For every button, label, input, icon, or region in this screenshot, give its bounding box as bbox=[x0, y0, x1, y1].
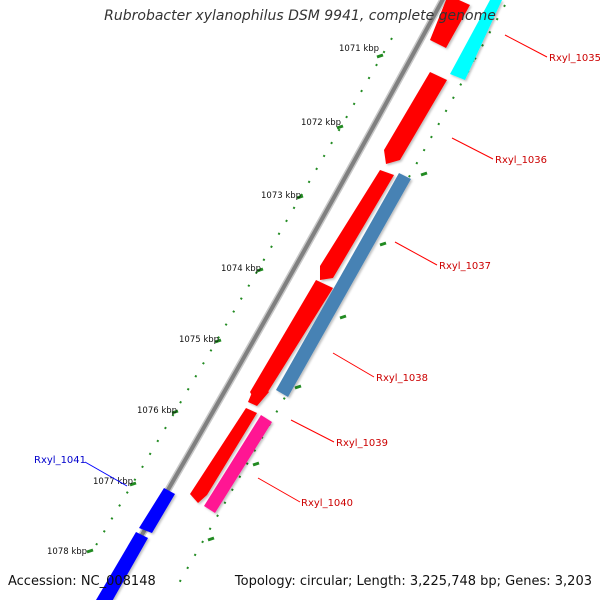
genome-summary: Topology: circular; Length: 3,225,748 bp… bbox=[234, 574, 592, 589]
genome-title: Rubrobacter xylanophilus DSM 9941, compl… bbox=[104, 8, 496, 24]
gene-label-rxyl-1035[interactable]: Rxyl_1035 bbox=[549, 53, 600, 64]
gene-label-rxyl-1040[interactable]: Rxyl_1040 bbox=[301, 498, 353, 509]
scale-label: 1075 kbp bbox=[179, 335, 219, 345]
gene-label-rxyl-1041[interactable]: Rxyl_1041 bbox=[34, 455, 86, 466]
gene-rxyl-1035[interactable] bbox=[430, 0, 470, 48]
accession-label: Accession: NC_008148 bbox=[8, 574, 156, 589]
gene-rxyl-1039b[interactable] bbox=[248, 383, 269, 406]
gene-label-rxyl-1039[interactable]: Rxyl_1039 bbox=[336, 438, 388, 449]
gene-label-rxyl-1037[interactable]: Rxyl_1037 bbox=[439, 261, 491, 272]
scale-label: 1072 kbp bbox=[301, 118, 341, 128]
gene-rxyl-1039[interactable] bbox=[250, 280, 333, 404]
gene-label-rxyl-1036[interactable]: Rxyl_1036 bbox=[495, 155, 547, 166]
gene-rxyl-1039c[interactable] bbox=[190, 408, 257, 503]
gene-rxyl-1041[interactable] bbox=[139, 488, 175, 533]
gene-rxyl-1041b[interactable] bbox=[96, 532, 148, 600]
scale-label: 1077 kbp bbox=[93, 477, 133, 487]
outer-tick-track bbox=[91, 37, 393, 553]
gene-rxyl-1038[interactable] bbox=[276, 173, 411, 397]
label-leaders bbox=[84, 34, 548, 503]
scale-label: 1076 kbp bbox=[137, 406, 177, 416]
gene-rxyl-1036[interactable] bbox=[384, 72, 447, 164]
scale-label: 1073 kbp bbox=[261, 191, 301, 201]
gene-rxyl-1040[interactable] bbox=[204, 415, 272, 513]
gene-rxyl-1037[interactable] bbox=[320, 170, 394, 280]
scale-label: 1071 kbp bbox=[339, 44, 379, 54]
scale-label: 1078 kbp bbox=[47, 547, 87, 557]
gene-rxyl-1035-forward[interactable] bbox=[450, 0, 502, 80]
scale-labels: 1071 kbp 1072 kbp 1073 kbp 1074 kbp 1075… bbox=[47, 44, 379, 557]
gene-label-rxyl-1038[interactable]: Rxyl_1038 bbox=[376, 373, 428, 384]
scale-label: 1074 kbp bbox=[221, 264, 261, 274]
